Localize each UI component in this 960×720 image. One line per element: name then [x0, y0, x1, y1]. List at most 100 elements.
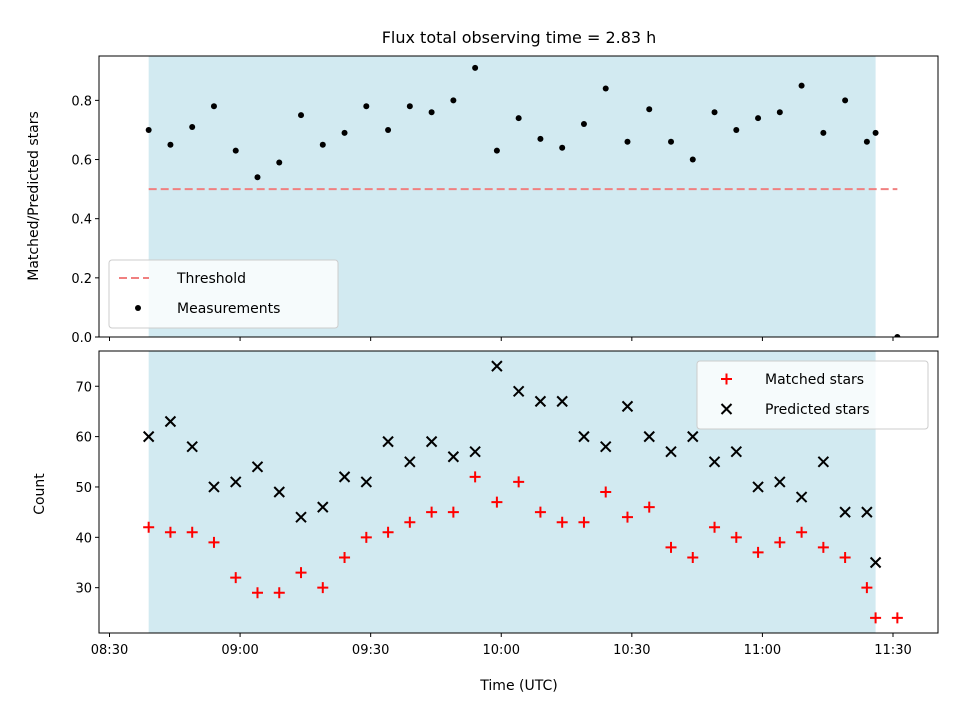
- y-tick-label: 0.6: [71, 154, 92, 169]
- matched-stars-point: [861, 582, 873, 594]
- predicted-stars-point: [230, 476, 242, 488]
- y-tick-label: 0.0: [71, 331, 92, 346]
- measurement-point: [210, 103, 217, 110]
- bottom-y-axis-label: Count: [32, 473, 48, 515]
- measurement-point: [428, 109, 435, 116]
- matched-stars-point: [491, 496, 503, 508]
- y-tick-label: 0.2: [71, 272, 92, 287]
- predicted-stars-point: [404, 456, 416, 468]
- top-panel: 0.0 0.2 0.4 0.6 0.8 Threshold Measurements: [71, 55, 939, 346]
- y-tick-label: 70: [75, 380, 92, 395]
- predicted-stars-point: [338, 471, 351, 483]
- measurement-point: [385, 126, 392, 133]
- matched-stars-point: [273, 587, 285, 599]
- measurement-point: [341, 129, 348, 136]
- legend-label: Measurements: [177, 301, 280, 317]
- matched-stars-point: [687, 551, 699, 563]
- y-tick-label: 0.8: [71, 94, 92, 109]
- measurement-point: [668, 138, 675, 145]
- measurement-point: [580, 121, 587, 128]
- matched-stars-point: [730, 531, 742, 543]
- predicted-stars-point: [208, 481, 220, 493]
- x-tick-label: 10:00: [483, 643, 520, 658]
- matched-stars-point: [251, 587, 263, 599]
- y-tick-label: 30: [75, 582, 92, 597]
- y-tick-label: 60: [75, 431, 92, 446]
- predicted-stars-point: [534, 395, 547, 408]
- predicted-stars-point: [578, 430, 590, 443]
- measurement-point: [319, 141, 326, 148]
- legend-box: [696, 360, 929, 430]
- matched-stars-point: [208, 536, 220, 548]
- predicted-stars-point: [839, 506, 851, 518]
- measurement-point: [646, 106, 653, 113]
- matched-stars-point: [143, 521, 155, 533]
- chart-title: Flux total observing time = 2.83 h: [382, 28, 657, 47]
- matched-stars-point: [186, 526, 198, 538]
- top-plot-area: [145, 64, 901, 337]
- measurement-point: [863, 138, 870, 145]
- measurement-point: [894, 334, 901, 337]
- measurement-point: [450, 97, 457, 104]
- bottom-axes-frame: [98, 350, 939, 634]
- legend-box: [108, 259, 339, 329]
- matched-stars-point: [796, 526, 808, 538]
- matched-stars-point: [600, 486, 612, 498]
- measurement-point: [189, 123, 196, 130]
- matched-stars-point: [578, 516, 590, 528]
- predicted-stars-point: [621, 400, 634, 413]
- matched-stars-point: [774, 536, 786, 548]
- predicted-stars-point: [317, 501, 329, 513]
- matched-stars-point: [360, 531, 372, 543]
- x-tick-label: 08:30: [91, 643, 128, 658]
- legend-label: Threshold: [176, 271, 246, 287]
- matched-stars-point: [817, 541, 829, 553]
- matched-stars-point: [469, 471, 481, 483]
- measurement-point: [820, 129, 827, 136]
- matched-stars-point: [891, 612, 903, 624]
- predicted-stars-point: [730, 446, 743, 458]
- predicted-stars-point: [708, 456, 721, 468]
- matched-stars-point: [870, 612, 882, 624]
- predicted-stars-point: [164, 415, 177, 428]
- predicted-stars-point: [643, 430, 655, 443]
- bottom-legend: Matched stars Predicted stars: [696, 360, 929, 430]
- measurement-point: [755, 115, 762, 122]
- legend-label: Predicted stars: [765, 402, 870, 418]
- measurement-point: [254, 174, 261, 181]
- x-tick-label: 09:30: [352, 643, 389, 658]
- measurement-point: [167, 141, 174, 148]
- predicted-stars-point: [142, 430, 155, 443]
- matched-stars-point: [382, 526, 394, 538]
- x-tick-label: 11:00: [744, 643, 781, 658]
- x-axis-label: Time (UTC): [479, 678, 557, 694]
- measurement-point: [689, 156, 696, 163]
- predicted-stars-point: [512, 385, 525, 397]
- measurement-point: [798, 82, 805, 89]
- matched-stars-point: [447, 506, 459, 518]
- top-y-axis-label: Matched/Predicted stars: [26, 111, 42, 281]
- x-tick-label: 09:00: [221, 643, 258, 658]
- matched-stars-point: [426, 506, 438, 518]
- top-legend: Threshold Measurements: [108, 259, 339, 329]
- bottom-plot-area: [142, 360, 903, 624]
- predicted-stars-point: [360, 476, 373, 488]
- measurement-point: [472, 64, 479, 71]
- matched-stars-point: [513, 476, 525, 488]
- measurement-point: [493, 147, 500, 154]
- measurement-point: [298, 112, 305, 119]
- predicted-stars-point: [425, 435, 438, 448]
- measurement-point: [602, 85, 609, 92]
- predicted-stars-point: [251, 461, 264, 473]
- measurement-point: [776, 109, 783, 116]
- predicted-stars-point: [861, 506, 873, 518]
- x-tick-label: 10:30: [613, 643, 650, 658]
- matched-stars-point: [164, 526, 176, 538]
- predicted-stars-point: [491, 360, 503, 372]
- measurement-point: [624, 138, 631, 145]
- matched-stars-point: [339, 551, 351, 563]
- predicted-stars-point: [447, 451, 460, 463]
- y-tick-label: 50: [75, 481, 92, 496]
- matched-stars-point: [295, 567, 307, 579]
